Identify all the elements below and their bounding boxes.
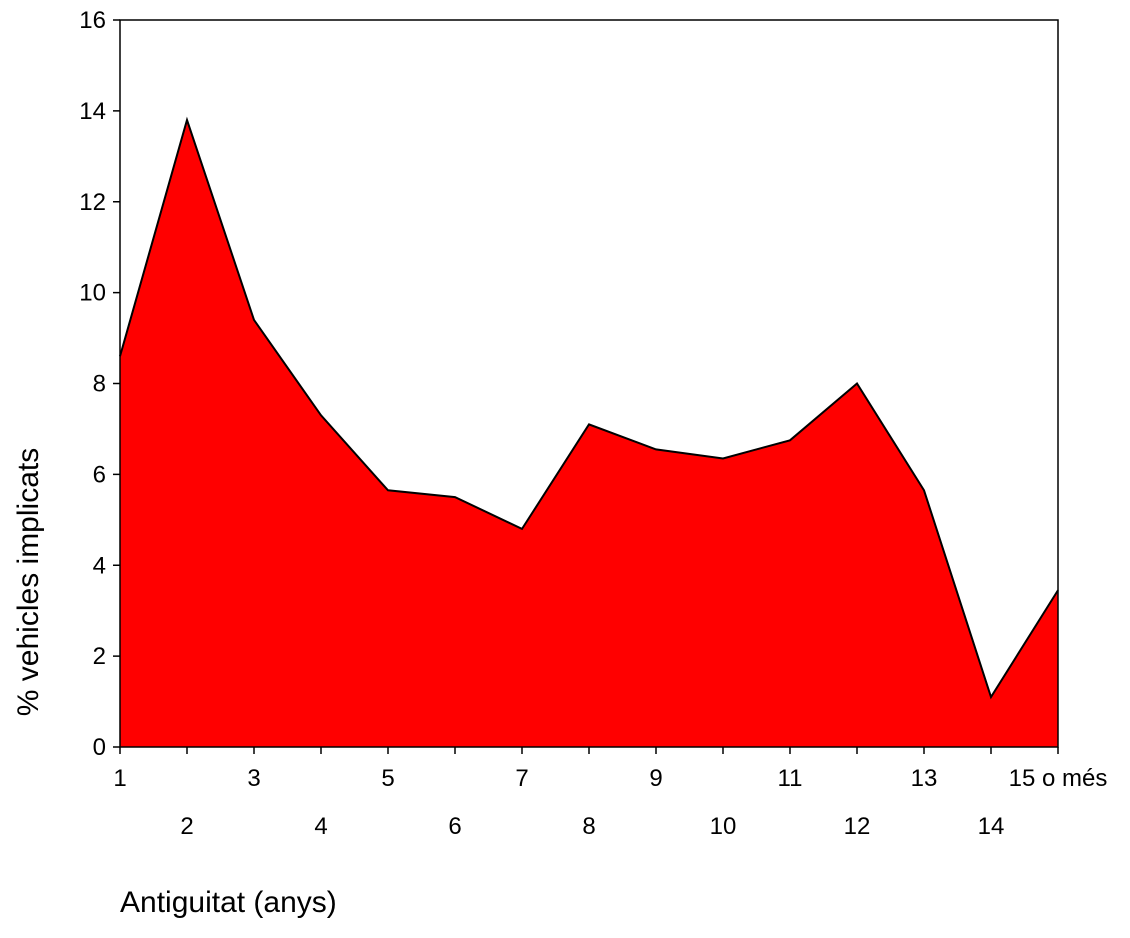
y-tick-label: 4	[93, 552, 106, 579]
data-point-4	[320, 414, 322, 416]
x-tick-label: 15 o més	[1009, 765, 1108, 792]
x-tick-label: 4	[314, 813, 327, 840]
y-tick-label: 6	[93, 461, 106, 488]
data-point-12	[856, 383, 858, 384]
data-point-9	[655, 448, 657, 450]
plot-area	[119, 19, 1059, 748]
data-point-5	[387, 489, 389, 491]
y-tick-label: 14	[79, 98, 106, 125]
data-point-13	[923, 489, 925, 491]
x-tick-label: 1	[113, 765, 126, 792]
x-tick-label: 5	[381, 765, 394, 792]
x-tick-label: 13	[911, 765, 938, 792]
y-tick-label: 16	[79, 7, 106, 34]
y-axis-ticks: 0 2 4 6 8 10 12 14 16	[79, 7, 120, 761]
data-point-10	[722, 457, 724, 459]
y-tick-label: 10	[79, 280, 106, 307]
y-tick-label: 2	[93, 643, 106, 670]
x-tick-label: 3	[247, 765, 260, 792]
area-fill	[120, 119, 1058, 747]
data-point-6	[454, 496, 456, 498]
x-tick-label: 9	[649, 765, 662, 792]
y-axis-title: % vehicles implicats	[12, 448, 45, 716]
x-tick-label: 2	[180, 813, 193, 840]
y-tick-label: 0	[93, 734, 106, 761]
x-tick-label: 10	[710, 813, 737, 840]
data-point-14	[990, 696, 992, 698]
x-tick-label: 12	[844, 813, 871, 840]
x-tick-label: 8	[582, 813, 595, 840]
data-point-2	[186, 119, 188, 121]
x-tick-label: 14	[978, 813, 1005, 840]
data-point-3	[253, 319, 255, 321]
y-tick-label: 8	[93, 371, 106, 398]
data-point-7	[521, 528, 523, 530]
x-axis-title: Antiguitat (anys)	[120, 886, 337, 919]
data-point-11	[789, 439, 791, 441]
x-tick-label: 7	[515, 765, 528, 792]
x-tick-label: 11	[778, 765, 803, 792]
x-tick-label: 6	[448, 813, 461, 840]
data-point-8	[588, 423, 590, 425]
y-tick-label: 12	[79, 189, 106, 216]
